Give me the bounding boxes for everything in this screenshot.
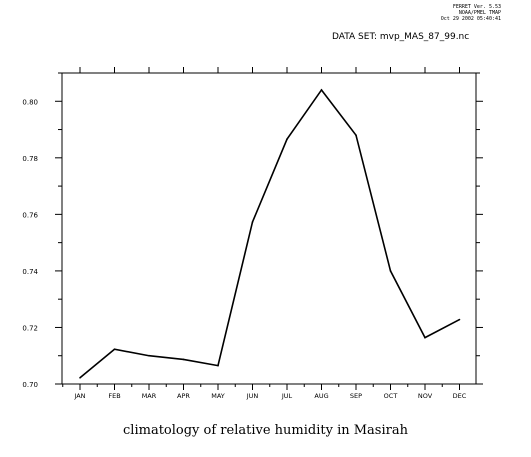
data-point [355, 134, 357, 136]
timestamp-label: Oct 29 2002 05:40:41 [440, 16, 501, 22]
data-point [458, 318, 461, 321]
y-axis: 0.70 0.72 0.74 0.76 0.78 0.80 [22, 72, 483, 389]
x-tick-label: MAR [142, 392, 157, 400]
data-point [251, 221, 254, 223]
data-point [424, 336, 426, 339]
x-tick-label: DEC [453, 392, 467, 400]
plot-frame [61, 72, 477, 385]
x-tick-label: JAN [73, 392, 85, 400]
x-tick-label: NOV [418, 392, 433, 400]
x-tick-label: AUG [314, 392, 328, 400]
series-group [79, 88, 461, 379]
x-tick-label: FEB [108, 392, 120, 400]
y-tick-label: 0.74 [22, 268, 38, 276]
data-point [217, 364, 219, 367]
series-line [79, 88, 460, 379]
ferret-version-label: FERRET Ver. 5.53 [452, 4, 501, 10]
x-axis: JAN FEB MAR APR MAY JUN JUL AUG SEP OCT NOV DEC [62, 67, 467, 400]
x-tick-label: MAY [211, 392, 225, 400]
y-tick-label: 0.78 [22, 155, 38, 163]
y-tick-label: 0.72 [22, 324, 38, 332]
x-tick-label: APR [177, 392, 190, 400]
y-tick-label: 0.80 [22, 98, 38, 106]
chart-title: climatology of relative humidity in Masi… [123, 423, 408, 438]
x-tick-label: JUN [246, 392, 259, 400]
institution-label: NOAA/PMEL TMAP [458, 10, 501, 16]
x-tick-label: SEP [350, 392, 362, 400]
data-point [148, 354, 150, 357]
data-point [79, 376, 81, 379]
data-point [286, 138, 288, 140]
data-point [113, 348, 116, 351]
x-tick-label: JUL [281, 392, 293, 400]
data-point [389, 270, 392, 272]
dataset-label: DATA SET: mvp_MAS_87_99.nc [332, 32, 470, 42]
y-tick-label: 0.76 [22, 211, 38, 219]
x-tick-label: OCT [384, 392, 398, 400]
data-point [320, 89, 323, 91]
data-point [182, 358, 185, 361]
y-tick-label: 0.70 [22, 381, 38, 389]
